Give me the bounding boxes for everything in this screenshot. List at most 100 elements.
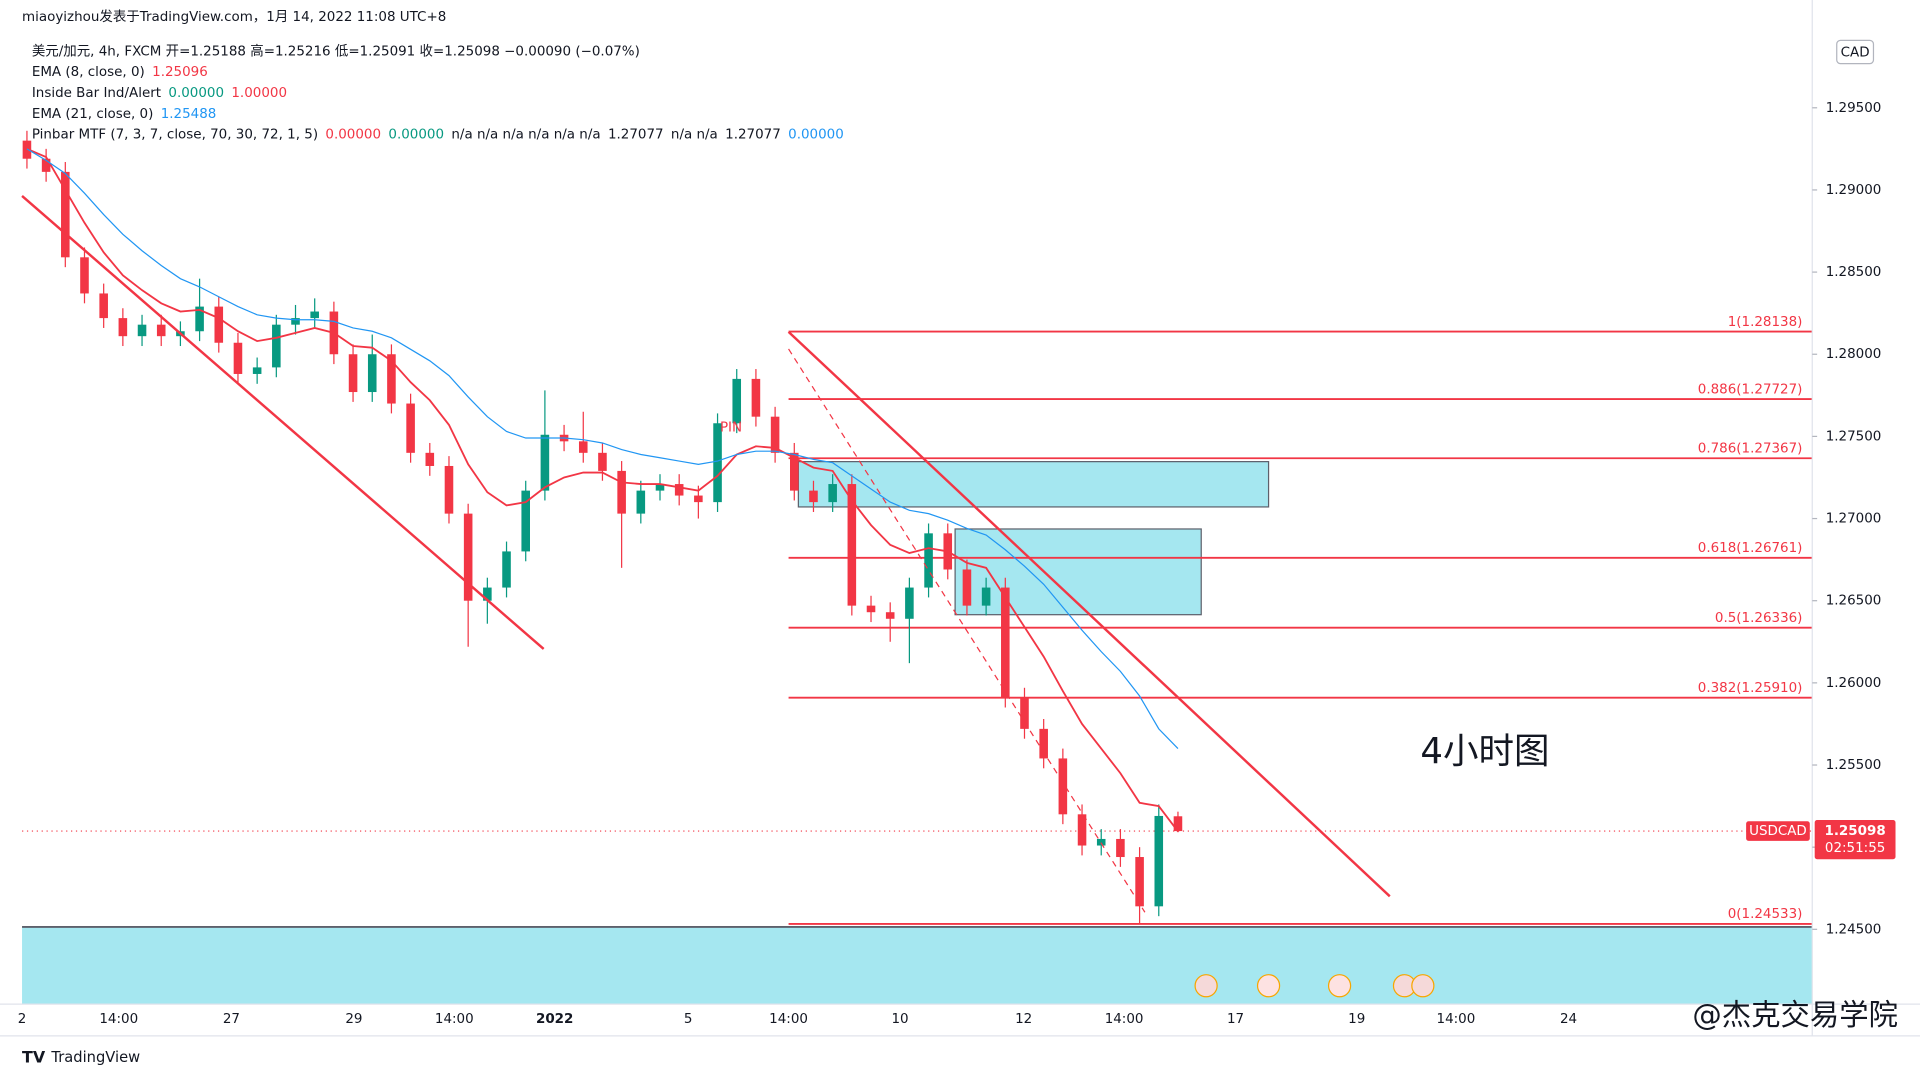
x-tick-label: 19 bbox=[1348, 1012, 1365, 1027]
legend-item: 1.00000 bbox=[231, 86, 287, 101]
event-icon[interactable] bbox=[1194, 974, 1218, 998]
x-tick-label: 14:00 bbox=[1105, 1012, 1144, 1027]
event-icon[interactable] bbox=[1256, 974, 1281, 998]
legend-item: 1.25096 bbox=[152, 65, 208, 80]
candle-body bbox=[406, 403, 415, 453]
x-tick-label: 5 bbox=[684, 1012, 693, 1027]
x-tick-label: 14:00 bbox=[435, 1012, 474, 1027]
candle-body bbox=[310, 311, 319, 319]
x-tick-label: 2022 bbox=[536, 1012, 573, 1027]
legend-item: 0.00000 bbox=[325, 128, 381, 143]
legend-line: Pinbar MTF (7, 3, 7, close, 70, 30, 72, … bbox=[32, 128, 844, 143]
candle-body bbox=[444, 465, 454, 514]
candle-body bbox=[348, 354, 358, 393]
x-tick-label: 29 bbox=[345, 1012, 362, 1027]
y-tick-label: 1.27500 bbox=[1826, 429, 1882, 444]
candle-body bbox=[521, 490, 530, 552]
legend-line: Inside Bar Ind/Alert 0.00000 1.00000 bbox=[32, 86, 287, 101]
candle-body bbox=[655, 484, 665, 491]
candle-body bbox=[732, 378, 742, 424]
y-tick-label: 1.24500 bbox=[1826, 922, 1882, 937]
fib-label: 0.786(1.27367) bbox=[1698, 441, 1803, 456]
currency-box bbox=[1836, 39, 1875, 65]
legend-item: EMA (21, close, 0) bbox=[32, 107, 154, 122]
legend-item: 0.00000 bbox=[388, 128, 444, 143]
candle-body bbox=[367, 354, 377, 393]
event-icon[interactable] bbox=[1411, 974, 1435, 998]
candle-body bbox=[387, 354, 396, 404]
x-tick-label: 17 bbox=[1227, 1012, 1244, 1027]
legend-item: 美元/加元, 4h, FXCM 开=1.25188 高=1.25216 低=1.… bbox=[32, 42, 640, 59]
legend-item: 1.27077 bbox=[725, 128, 781, 143]
candle-body bbox=[118, 318, 128, 337]
price-tag bbox=[1814, 820, 1896, 860]
candle-body bbox=[962, 569, 972, 606]
resistance-zone bbox=[797, 461, 1270, 508]
legend-item: 0.00000 bbox=[788, 128, 844, 143]
legend-item: Inside Bar Ind/Alert bbox=[32, 86, 161, 101]
x-tick-label: 24 bbox=[1560, 1012, 1577, 1027]
candle-body bbox=[214, 306, 224, 343]
candle-body bbox=[61, 171, 70, 258]
candle-body bbox=[1135, 857, 1144, 907]
y-tick-label: 1.25500 bbox=[1826, 758, 1882, 773]
candle-body bbox=[291, 318, 300, 325]
fib-label: 0.618(1.26761) bbox=[1698, 541, 1803, 556]
candle-body bbox=[41, 158, 51, 172]
candle-body bbox=[1096, 838, 1106, 846]
candle-body bbox=[137, 324, 147, 337]
candle-body bbox=[598, 452, 607, 471]
candle-body bbox=[195, 306, 204, 332]
x-tick-label: 10 bbox=[891, 1012, 908, 1027]
legend-item: 1.25488 bbox=[161, 107, 217, 122]
legend-item: Pinbar MTF (7, 3, 7, close, 70, 30, 72, … bbox=[32, 128, 318, 143]
timeframe-note: 4小时图 bbox=[1420, 731, 1549, 772]
candle-body bbox=[1020, 697, 1029, 729]
price-tag-label: 1.25098 bbox=[1824, 824, 1885, 839]
candle-body bbox=[1154, 815, 1164, 907]
candle-body bbox=[463, 513, 473, 601]
candle-body bbox=[809, 490, 818, 503]
trend-line bbox=[21, 194, 545, 650]
candle-body bbox=[828, 484, 837, 503]
ema-line bbox=[26, 148, 1179, 750]
candle-body bbox=[156, 324, 166, 337]
candle-body bbox=[1039, 728, 1048, 759]
candle-body bbox=[674, 484, 684, 496]
fib-label: 1(1.28138) bbox=[1728, 315, 1803, 330]
candle-body bbox=[847, 484, 857, 606]
x-tick-label: 12 bbox=[1015, 1012, 1032, 1027]
candle-body bbox=[1077, 814, 1087, 846]
candle-body bbox=[483, 587, 492, 601]
y-tick-label: 1.28500 bbox=[1826, 265, 1882, 280]
legend-line: EMA (8, close, 0) 1.25096 bbox=[32, 65, 208, 80]
candle-body bbox=[1173, 816, 1183, 832]
candle-body bbox=[540, 434, 550, 491]
candle-body bbox=[272, 324, 281, 368]
y-tick-label: 1.29000 bbox=[1826, 183, 1882, 198]
candle-body bbox=[924, 533, 933, 588]
ema-line bbox=[26, 148, 1179, 832]
y-tick-label: 1.29500 bbox=[1826, 101, 1882, 116]
legend-item: 0.00000 bbox=[168, 86, 224, 101]
support-zone bbox=[22, 926, 1813, 1005]
fib-label: 0.382(1.25910) bbox=[1698, 681, 1803, 696]
legend-item: n/a n/a n/a n/a n/a n/a bbox=[451, 128, 600, 143]
candle-body bbox=[1116, 838, 1125, 858]
legend-item: 1.27077 bbox=[608, 128, 664, 143]
resistance-zone bbox=[954, 528, 1202, 616]
fib-label: 0.5(1.26336) bbox=[1715, 611, 1803, 626]
candle-body bbox=[502, 551, 511, 588]
symbol-tag bbox=[1746, 821, 1810, 841]
event-icon[interactable] bbox=[1327, 974, 1352, 998]
fib-label: 0(1.24533) bbox=[1728, 907, 1803, 922]
candle-body bbox=[751, 378, 761, 417]
watermark: @杰克交易学院 bbox=[1692, 998, 1898, 1032]
y-tick-label: 1.26500 bbox=[1826, 594, 1882, 609]
candle-body bbox=[713, 423, 722, 503]
legend-item: n/a n/a bbox=[671, 128, 718, 143]
y-tick-label: 1.27000 bbox=[1826, 512, 1882, 527]
